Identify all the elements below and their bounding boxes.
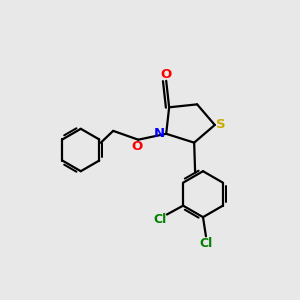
Text: N: N bbox=[154, 127, 165, 140]
Text: O: O bbox=[160, 68, 172, 81]
Text: O: O bbox=[131, 140, 142, 153]
Text: Cl: Cl bbox=[199, 237, 213, 250]
Text: Cl: Cl bbox=[154, 213, 167, 226]
Text: S: S bbox=[216, 118, 226, 131]
